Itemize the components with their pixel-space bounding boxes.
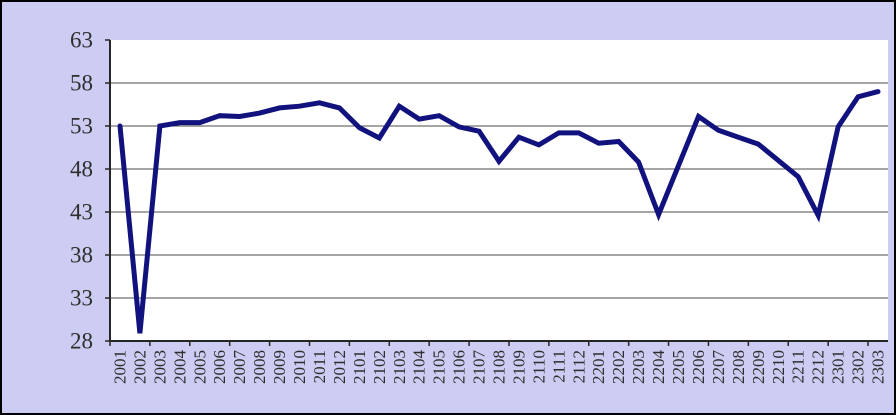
x-axis-label: 2103: [390, 350, 409, 384]
y-axis-label: 48: [70, 157, 93, 182]
x-axis-label: 2111: [549, 350, 568, 383]
x-axis-label: 2204: [649, 350, 668, 385]
x-axis-label: 2303: [869, 350, 888, 384]
x-axis-label: 2004: [170, 350, 189, 385]
plot-area: [110, 40, 888, 341]
x-axis-label: 2112: [569, 350, 588, 383]
x-axis-label: 2002: [130, 350, 149, 384]
x-axis-label: 2009: [270, 350, 289, 384]
x-axis-label: 2108: [490, 350, 509, 384]
x-axis-label: 2201: [589, 350, 608, 384]
x-axis-label: 2102: [370, 350, 389, 384]
x-axis-label: 2211: [789, 350, 808, 383]
y-axis-label: 33: [70, 286, 93, 311]
x-axis-label: 2101: [350, 350, 369, 384]
x-axis-label: 2202: [609, 350, 628, 384]
x-axis-label: 2007: [230, 350, 249, 385]
x-axis-label: 2110: [529, 350, 548, 383]
y-axis-label: 63: [70, 28, 93, 53]
x-axis-label: 2011: [310, 350, 329, 383]
y-axis-label: 53: [70, 114, 93, 139]
x-axis-label: 2206: [689, 350, 708, 384]
x-axis-label: 2105: [430, 350, 449, 384]
x-axis-label: 2005: [190, 350, 209, 384]
x-axis-label: 2010: [290, 350, 309, 384]
x-axis-label: 2012: [330, 350, 349, 384]
x-axis-label: 2205: [669, 350, 688, 384]
y-axis-label: 28: [70, 329, 93, 354]
y-axis-label: 58: [70, 71, 93, 96]
x-axis-label: 2208: [729, 350, 748, 384]
x-axis-label: 2008: [250, 350, 269, 384]
y-axis-label: 38: [70, 243, 93, 268]
pmi-series-line: [117, 89, 881, 334]
x-axis-label: 2209: [749, 350, 768, 384]
x-axis-label: 2106: [450, 350, 469, 384]
x-axis-label: 2001: [110, 350, 129, 384]
x-axis-label: 2207: [709, 350, 728, 385]
x-axis-label: 2212: [809, 350, 828, 384]
x-axis-label: 2006: [210, 350, 229, 384]
x-axis-label: 2109: [509, 350, 528, 384]
x-axis-label: 2003: [150, 350, 169, 384]
x-axis-label: 2203: [629, 350, 648, 384]
x-axis-label: 2210: [769, 350, 788, 384]
y-axis-label: 43: [70, 200, 93, 225]
x-axis-label: 2104: [410, 350, 429, 385]
x-axis-label: 2302: [849, 350, 868, 384]
x-axis-label: 2107: [470, 350, 489, 385]
x-axis-label: 2301: [829, 350, 848, 384]
axis-lines: [109, 40, 888, 342]
